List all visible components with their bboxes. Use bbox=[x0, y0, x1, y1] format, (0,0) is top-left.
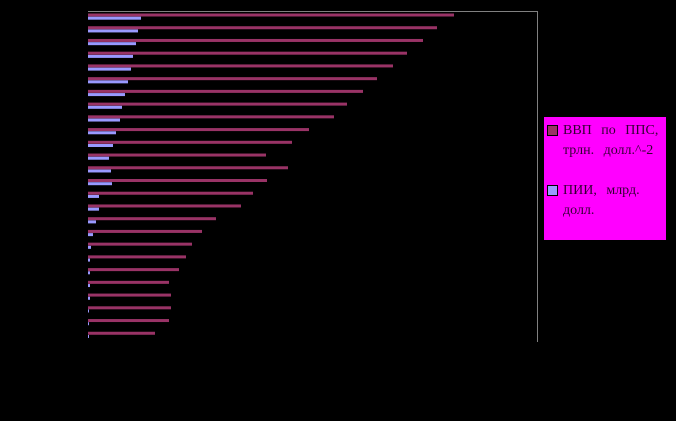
bar bbox=[88, 156, 109, 160]
legend-label: ВВП по ППС, трлн. долл.^-2 bbox=[563, 123, 659, 158]
bar bbox=[88, 131, 116, 135]
bar bbox=[88, 204, 241, 208]
bar bbox=[88, 229, 202, 233]
bar bbox=[88, 217, 216, 221]
bar bbox=[88, 67, 131, 71]
bar bbox=[88, 322, 89, 326]
bar bbox=[88, 38, 423, 42]
bar bbox=[88, 80, 128, 84]
legend: ВВП по ППС, трлн. долл.^-2 ПИИ, млрд. дол… bbox=[544, 117, 666, 240]
bar bbox=[88, 182, 112, 186]
bar bbox=[88, 309, 89, 313]
legend-label: ПИИ, млрд. долл. bbox=[563, 183, 640, 218]
bar bbox=[88, 93, 125, 97]
bar bbox=[88, 334, 89, 338]
legend-item: ВВП по ППС, трлн. долл.^-2 bbox=[547, 121, 663, 161]
bar bbox=[88, 16, 141, 20]
bar bbox=[88, 144, 113, 148]
legend-swatch bbox=[547, 185, 558, 196]
bar bbox=[88, 233, 93, 237]
bar bbox=[88, 319, 169, 323]
bar bbox=[88, 140, 292, 144]
bar bbox=[88, 51, 407, 55]
bar bbox=[88, 42, 136, 46]
bar bbox=[88, 54, 133, 58]
bar bbox=[88, 118, 120, 122]
bar bbox=[88, 207, 99, 211]
bar bbox=[88, 296, 90, 300]
bar bbox=[88, 166, 288, 170]
legend-swatch bbox=[547, 125, 558, 136]
bar bbox=[88, 169, 111, 173]
bar bbox=[88, 268, 179, 272]
bar bbox=[88, 242, 192, 246]
bar bbox=[88, 258, 90, 262]
bar bbox=[88, 280, 169, 284]
bar bbox=[88, 13, 454, 17]
bar bbox=[88, 26, 437, 30]
bar bbox=[88, 105, 122, 109]
bar bbox=[88, 102, 347, 106]
bar bbox=[88, 255, 186, 259]
bar bbox=[88, 115, 334, 119]
bar bbox=[88, 89, 363, 93]
bar bbox=[88, 284, 90, 288]
bar bbox=[88, 245, 91, 249]
bar bbox=[88, 128, 309, 132]
bar bbox=[88, 191, 253, 195]
legend-item: ПИИ, млрд. долл. bbox=[547, 181, 663, 221]
bar bbox=[88, 64, 393, 68]
bar bbox=[88, 179, 267, 182]
bar bbox=[88, 77, 377, 81]
bar bbox=[88, 220, 96, 224]
bar bbox=[88, 29, 138, 33]
bar bbox=[88, 271, 90, 275]
bar bbox=[88, 293, 171, 297]
bar bbox=[88, 194, 99, 198]
bar bbox=[88, 331, 155, 335]
bar bbox=[88, 306, 171, 310]
bar bbox=[88, 153, 266, 157]
